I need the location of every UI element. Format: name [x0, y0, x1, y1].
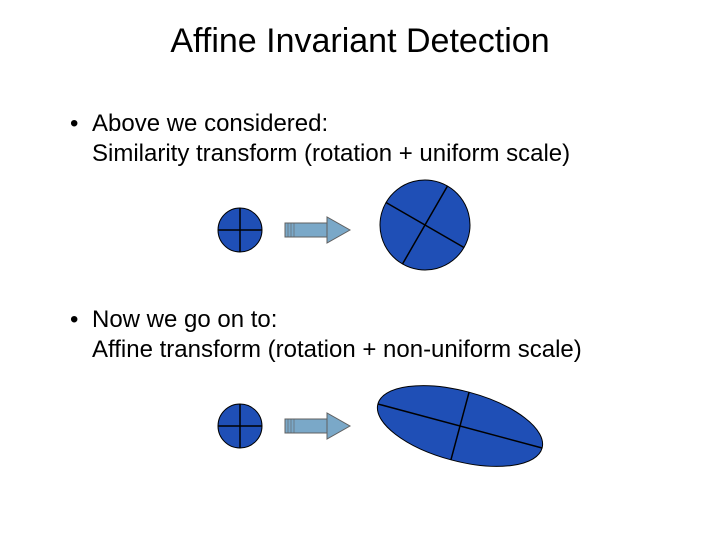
- similarity-diagram: [210, 175, 690, 285]
- bullet-item: • Now we go on to: Affine transform (rot…: [70, 305, 690, 365]
- bullet-lead: Above we considered:: [92, 110, 328, 137]
- bullet-text: Above we considered: Similarity transfor…: [92, 109, 690, 169]
- arrow-icon: [285, 413, 350, 439]
- bullet-item: • Above we considered: Similarity transf…: [70, 109, 690, 169]
- ellipse-icon: [369, 371, 551, 481]
- affine-diagram: [210, 371, 690, 481]
- bullet-marker: •: [70, 109, 92, 139]
- large-circle-icon: [364, 175, 487, 285]
- small-circle-icon: [218, 208, 262, 252]
- arrow-icon: [285, 217, 350, 243]
- slide-title: Affine Invariant Detection: [0, 0, 720, 61]
- bullet-lead: Now we go on to:: [92, 306, 277, 333]
- small-circle-icon: [218, 404, 262, 448]
- bullet-marker: •: [70, 305, 92, 335]
- bullet-text: Now we go on to: Affine transform (rotat…: [92, 305, 690, 365]
- bullet-list: • Above we considered: Similarity transf…: [0, 109, 720, 481]
- bullet-detail: Similarity transform (rotation + uniform…: [92, 140, 570, 167]
- similarity-svg: [210, 175, 610, 285]
- bullet-detail: Affine transform (rotation + non-uniform…: [92, 336, 582, 363]
- affine-svg: [210, 371, 630, 481]
